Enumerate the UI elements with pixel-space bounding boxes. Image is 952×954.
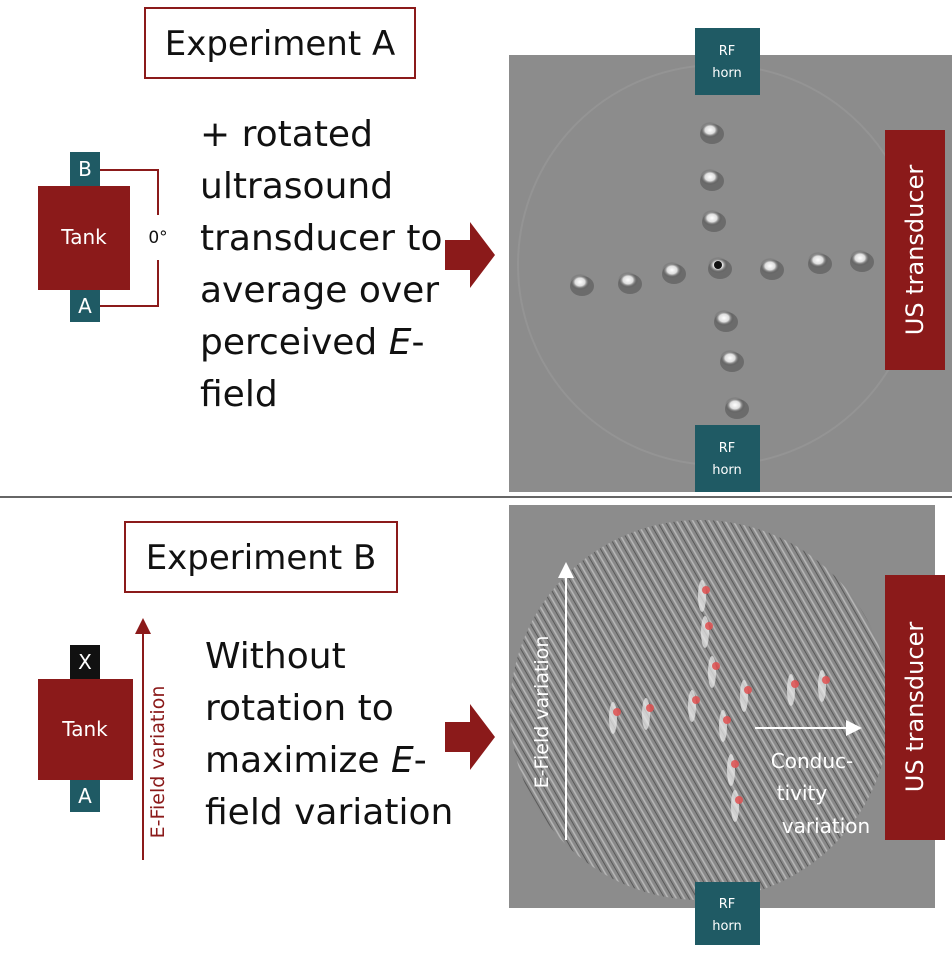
field-label: E-Field variation — [147, 686, 169, 839]
text-run: - — [414, 740, 427, 781]
text-run: E — [389, 322, 412, 363]
target — [720, 350, 740, 366]
target — [700, 122, 720, 138]
arrow — [445, 222, 495, 288]
streak — [708, 656, 716, 688]
target — [760, 258, 780, 274]
text-run: field variation — [205, 792, 453, 833]
target — [808, 252, 828, 268]
marker — [723, 716, 731, 724]
streak — [727, 754, 735, 786]
text-run: + rotated — [200, 114, 373, 155]
target — [570, 274, 590, 290]
text-run: field — [200, 374, 278, 415]
streak — [642, 698, 650, 730]
text-run: E — [391, 740, 414, 781]
port-label: X — [78, 650, 92, 674]
us-label: US transducer — [901, 165, 929, 336]
marker — [702, 586, 710, 594]
description-line: field — [200, 374, 278, 415]
description-line: ultrasound — [200, 166, 393, 207]
streak — [818, 670, 826, 702]
tank-label: Tank — [61, 717, 108, 741]
conductivity-label: Conduc- — [771, 749, 853, 773]
text-run: perceived — [200, 322, 389, 363]
target — [618, 272, 638, 288]
description-line: + rotated — [200, 114, 373, 155]
port-label: B — [78, 157, 92, 181]
description-line: rotation to — [205, 688, 394, 729]
description-line: average over — [200, 270, 439, 311]
text-run: rotation to — [205, 688, 394, 729]
marker — [731, 760, 739, 768]
text-run: - — [411, 322, 424, 363]
marker — [712, 662, 720, 670]
marker — [692, 696, 700, 704]
target — [702, 210, 722, 226]
port-label: A — [78, 784, 92, 808]
conductivity-label: variation — [782, 814, 870, 838]
description-line: Without — [205, 636, 346, 677]
rf-horn — [695, 425, 760, 492]
target — [714, 310, 734, 326]
streak — [787, 674, 795, 706]
angle: 0° — [148, 228, 167, 248]
conductivity-label: tivity — [777, 781, 828, 805]
rf-label: RF — [719, 897, 736, 912]
marker — [822, 676, 830, 684]
streak — [688, 690, 696, 722]
streak — [740, 680, 748, 712]
rf-label: horn — [712, 463, 742, 478]
streak — [731, 790, 739, 822]
text-run: Without — [205, 636, 346, 677]
title: Experiment B — [146, 538, 377, 578]
target — [850, 250, 870, 266]
port-label: A — [78, 294, 92, 318]
rf-horn — [695, 28, 760, 95]
rf-label: horn — [712, 919, 742, 934]
target — [725, 397, 745, 413]
marker — [705, 622, 713, 630]
page: {"experiment_a": {"title": "Experiment A… — [0, 0, 952, 950]
rf-label: RF — [719, 44, 736, 59]
marker — [791, 680, 799, 688]
target — [700, 169, 720, 185]
description-line: maximize E- — [205, 740, 427, 781]
description-line: transducer to — [200, 218, 443, 259]
e-field-label: E-Field variation — [531, 636, 553, 789]
figure: Experiment A B Tank A 0° + rotated ultras… — [0, 0, 952, 950]
tank-label: Tank — [60, 225, 107, 249]
marker — [613, 708, 621, 716]
text-run: average over — [200, 270, 439, 311]
title: Experiment A — [165, 24, 396, 64]
marker — [735, 796, 743, 804]
text-run: ultrasound — [200, 166, 393, 207]
rf-horn — [695, 882, 760, 945]
arrow — [445, 704, 495, 770]
streak — [719, 710, 727, 742]
description: + rotated ultrasound transducer to average … — [200, 114, 443, 415]
description-line: field variation — [205, 792, 453, 833]
streak — [609, 702, 617, 734]
text-run: maximize — [205, 740, 391, 781]
streak — [698, 580, 706, 612]
rf-label: RF — [719, 441, 736, 456]
target-center — [714, 261, 722, 269]
target — [662, 262, 682, 278]
text-run: transducer to — [200, 218, 443, 259]
us-label: US transducer — [901, 622, 929, 793]
marker — [744, 686, 752, 694]
marker — [646, 704, 654, 712]
description-line: perceived E- — [200, 322, 424, 363]
streak — [701, 616, 709, 648]
rf-label: horn — [712, 66, 742, 81]
